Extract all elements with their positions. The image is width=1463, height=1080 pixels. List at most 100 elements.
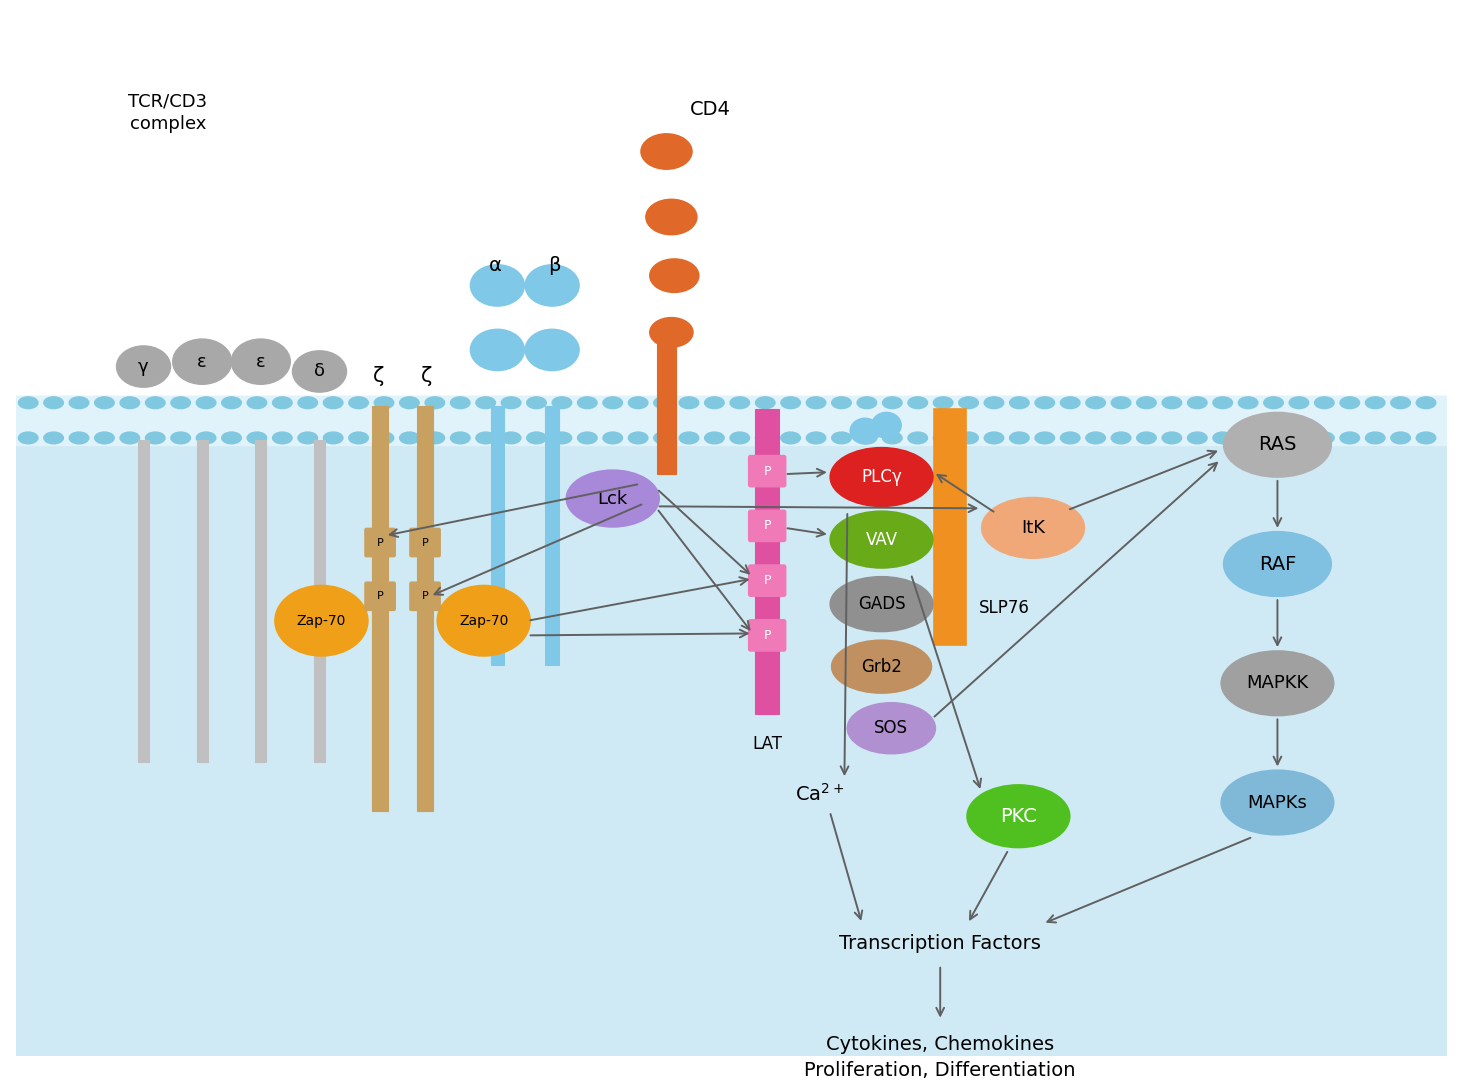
Text: P: P	[376, 591, 383, 602]
Ellipse shape	[566, 470, 660, 527]
Ellipse shape	[650, 318, 693, 347]
Ellipse shape	[120, 432, 139, 444]
Ellipse shape	[679, 432, 699, 444]
Ellipse shape	[857, 432, 876, 444]
Ellipse shape	[1061, 396, 1080, 408]
Text: ζ: ζ	[421, 366, 433, 387]
Ellipse shape	[247, 396, 266, 408]
Text: VAV: VAV	[866, 530, 898, 549]
FancyBboxPatch shape	[749, 620, 786, 651]
Ellipse shape	[196, 396, 217, 408]
Ellipse shape	[806, 396, 825, 408]
Text: δ: δ	[315, 363, 325, 380]
Text: Ca$^{2+}$: Ca$^{2+}$	[796, 783, 844, 805]
Ellipse shape	[1137, 432, 1156, 444]
Bar	[198, 440, 208, 762]
Text: SLP76: SLP76	[979, 599, 1030, 617]
FancyBboxPatch shape	[749, 510, 786, 541]
Ellipse shape	[1222, 651, 1334, 716]
FancyBboxPatch shape	[749, 565, 786, 596]
Ellipse shape	[603, 432, 623, 444]
Ellipse shape	[909, 432, 928, 444]
FancyBboxPatch shape	[410, 582, 440, 610]
Ellipse shape	[171, 432, 190, 444]
Ellipse shape	[1289, 396, 1309, 408]
Ellipse shape	[19, 396, 38, 408]
Ellipse shape	[348, 396, 369, 408]
Ellipse shape	[1365, 432, 1385, 444]
Bar	[256, 440, 266, 762]
Ellipse shape	[451, 432, 470, 444]
Ellipse shape	[451, 396, 470, 408]
Ellipse shape	[1009, 396, 1028, 408]
Text: RAF: RAF	[1258, 554, 1296, 573]
Ellipse shape	[909, 396, 928, 408]
Ellipse shape	[985, 432, 1004, 444]
FancyBboxPatch shape	[749, 456, 786, 487]
Text: P: P	[421, 538, 429, 548]
Ellipse shape	[375, 396, 394, 408]
Ellipse shape	[1238, 432, 1258, 444]
Text: β: β	[547, 256, 560, 275]
Ellipse shape	[1238, 396, 1258, 408]
Bar	[657, 323, 676, 474]
Ellipse shape	[705, 432, 724, 444]
Ellipse shape	[272, 396, 293, 408]
Bar	[138, 440, 149, 762]
Ellipse shape	[44, 396, 63, 408]
Bar	[490, 406, 505, 664]
Ellipse shape	[967, 785, 1069, 848]
Bar	[16, 396, 1447, 1056]
Ellipse shape	[985, 396, 1004, 408]
Ellipse shape	[982, 498, 1084, 558]
Ellipse shape	[171, 396, 190, 408]
Ellipse shape	[1416, 432, 1435, 444]
Ellipse shape	[95, 432, 114, 444]
Bar	[935, 408, 966, 645]
FancyBboxPatch shape	[364, 582, 395, 610]
Text: PLCγ: PLCγ	[862, 468, 901, 486]
Ellipse shape	[527, 396, 546, 408]
Text: Grb2: Grb2	[862, 658, 903, 676]
Ellipse shape	[525, 329, 579, 370]
Ellipse shape	[145, 396, 165, 408]
Bar	[417, 406, 433, 811]
Ellipse shape	[1086, 432, 1106, 444]
Ellipse shape	[857, 396, 876, 408]
Text: RAS: RAS	[1258, 435, 1296, 455]
Ellipse shape	[650, 259, 699, 293]
Text: ε: ε	[256, 353, 266, 370]
Text: ζ: ζ	[373, 366, 383, 387]
Text: Cytokines, Chemokines
Proliferation, Differentiation: Cytokines, Chemokines Proliferation, Dif…	[805, 1035, 1075, 1080]
Ellipse shape	[19, 432, 38, 444]
Text: Zap-70: Zap-70	[459, 613, 508, 627]
Ellipse shape	[831, 640, 932, 693]
Text: Transcription Factors: Transcription Factors	[840, 934, 1042, 953]
Text: MAPKs: MAPKs	[1248, 794, 1308, 811]
Ellipse shape	[781, 432, 800, 444]
Ellipse shape	[247, 432, 266, 444]
Ellipse shape	[145, 432, 165, 444]
Ellipse shape	[705, 396, 724, 408]
Ellipse shape	[552, 432, 572, 444]
Bar	[546, 406, 559, 664]
Ellipse shape	[399, 396, 420, 408]
Ellipse shape	[298, 432, 317, 444]
Ellipse shape	[1034, 432, 1055, 444]
Ellipse shape	[525, 265, 579, 306]
Ellipse shape	[275, 585, 367, 656]
Ellipse shape	[872, 413, 901, 437]
Ellipse shape	[1223, 531, 1331, 596]
Ellipse shape	[1365, 396, 1385, 408]
Ellipse shape	[641, 134, 692, 170]
Text: TCR/CD3
complex: TCR/CD3 complex	[129, 93, 208, 133]
Ellipse shape	[1162, 432, 1182, 444]
Ellipse shape	[806, 432, 825, 444]
Ellipse shape	[730, 432, 749, 444]
Text: GADS: GADS	[857, 595, 906, 613]
Ellipse shape	[850, 418, 879, 444]
Ellipse shape	[1188, 396, 1207, 408]
Text: P: P	[376, 538, 383, 548]
Ellipse shape	[399, 432, 420, 444]
Ellipse shape	[426, 432, 445, 444]
